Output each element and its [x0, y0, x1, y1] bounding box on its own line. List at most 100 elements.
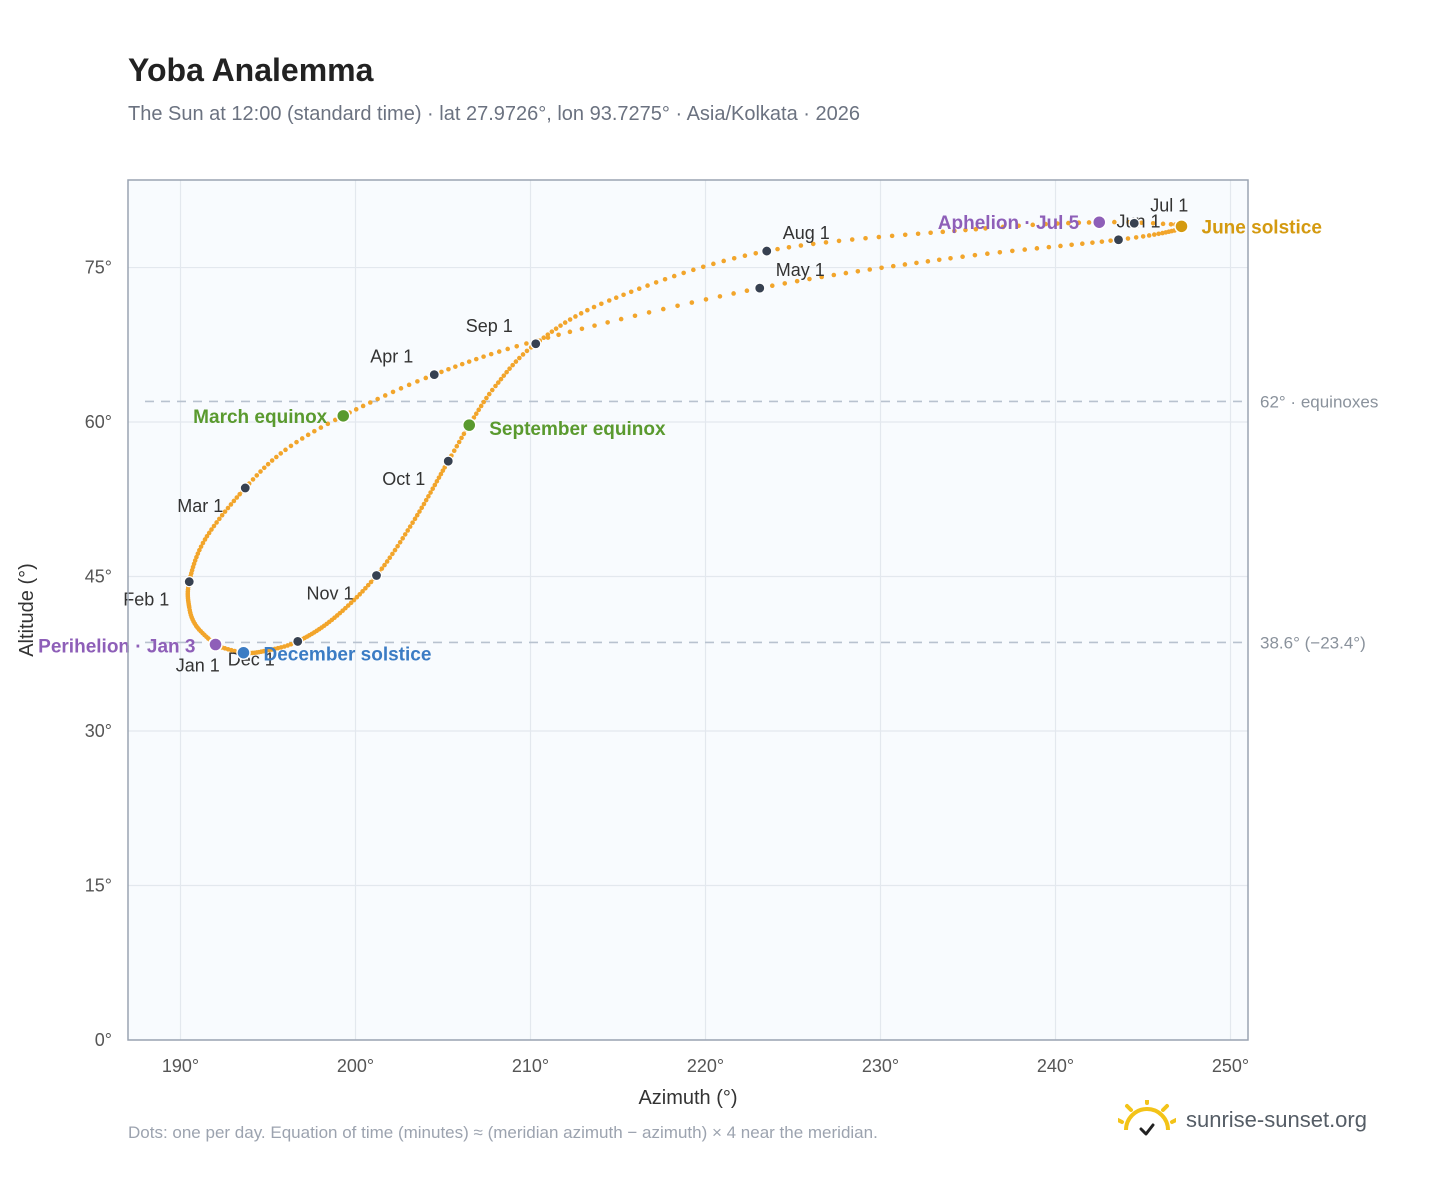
event-marker-dot [1174, 219, 1189, 234]
reference-lines: 62° · equinoxes 38.6° (−23.4°) [145, 392, 1378, 652]
month-marker-label: Sep 1 [466, 316, 513, 336]
y-axis-label: Altitude (°) [16, 563, 38, 657]
x-axis-label: Azimuth (°) [638, 1087, 737, 1109]
brand[interactable]: sunrise-sunset.org [1118, 1100, 1367, 1140]
daily-sun-dot [703, 297, 709, 302]
daily-sun-dot [889, 233, 895, 239]
daily-sun-dot [471, 415, 477, 420]
event-marker-dot [236, 645, 251, 660]
daily-sun-dot [936, 257, 942, 263]
daily-sun-dot [621, 292, 626, 298]
daily-sun-dot [305, 432, 311, 438]
daily-sun-dot [675, 303, 680, 309]
daily-sun-dot [198, 544, 204, 549]
daily-sun-dot [387, 555, 393, 561]
month-marker-dot [761, 245, 773, 257]
daily-sun-dot [973, 226, 979, 232]
daily-sun-dot [250, 477, 256, 482]
x-tick-label: 250° [1212, 1056, 1249, 1076]
daily-sun-dot [1150, 220, 1156, 226]
daily-sun-dot [504, 369, 509, 375]
daily-sun-dot [691, 267, 696, 273]
y-tick-label: 0° [95, 1030, 112, 1050]
month-marker-label: Mar 1 [177, 496, 223, 516]
daily-sun-dot [423, 497, 429, 503]
daily-sun-dot [481, 354, 486, 359]
y-tick-label: 60° [85, 412, 112, 432]
daily-sun-dot [234, 495, 240, 500]
daily-sun-dot [325, 421, 331, 427]
daily-sun-dot [1139, 220, 1144, 226]
daily-sun-dot [556, 332, 561, 338]
daily-sun-dot [573, 314, 578, 319]
daily-sun-dot [513, 359, 519, 364]
daily-sun-dot [558, 323, 563, 328]
month-marker-dot [428, 369, 440, 381]
daily-sun-dot [1046, 244, 1052, 250]
daily-sun-dot [375, 396, 380, 402]
daily-sun-dot [721, 258, 726, 264]
daily-sun-dot [1156, 231, 1161, 237]
month-marker-dot [292, 635, 304, 648]
daily-sun-dot [496, 349, 502, 354]
daily-sun-dot [843, 270, 849, 276]
month-marker-label: Nov 1 [307, 583, 354, 603]
daily-sun-dot [451, 448, 457, 454]
daily-sun-dot [879, 265, 884, 271]
daily-sun-dot [831, 272, 837, 278]
daily-sun-dot [195, 551, 201, 556]
event-label: March equinox [193, 407, 328, 428]
daily-sun-dot [717, 294, 723, 299]
daily-sun-dot [384, 559, 390, 564]
daily-sun-dot [849, 237, 855, 242]
brand-name: sunrise-sunset.org [1186, 1107, 1367, 1132]
daily-sun-dot [354, 594, 360, 600]
daily-sun-dot [405, 528, 410, 533]
daily-sun-dot [769, 283, 775, 289]
daily-sun-dot [562, 320, 568, 325]
daily-sun-dot [681, 270, 686, 276]
daily-sun-dot [438, 471, 444, 477]
daily-sun-dot [553, 326, 559, 331]
daily-sun-dot [428, 490, 433, 495]
daily-sun-dot [613, 295, 619, 301]
daily-sun-dot [700, 264, 706, 270]
daily-sun-dot [400, 536, 405, 541]
month-marker-dot [1112, 234, 1125, 246]
daily-sun-dot [278, 451, 284, 456]
x-tick-label: 220° [687, 1056, 724, 1076]
y-tick-label: 45° [85, 567, 112, 587]
daily-sun-dot [524, 348, 530, 354]
daily-sun-dot [983, 226, 988, 231]
daily-sun-dot [689, 300, 695, 305]
daily-sun-dot [423, 375, 429, 381]
daily-sun-dot [412, 516, 418, 522]
daily-sun-dot [415, 379, 420, 384]
daily-sun-dot [225, 505, 231, 511]
daily-sun-dot [231, 498, 237, 504]
daily-sun-dot [1080, 241, 1085, 247]
month-marker-label: Aug 1 [783, 223, 830, 243]
daily-sun-dot [823, 240, 829, 245]
daily-sun-dot [578, 311, 584, 316]
daily-sun-dot [406, 382, 412, 388]
daily-sun-dot [794, 278, 800, 284]
daily-sun-dot [997, 249, 1003, 255]
daily-sun-dot [660, 306, 666, 312]
daily-sun-dot [194, 554, 199, 560]
daily-sun-dot [985, 251, 990, 256]
event-marker-dot [462, 417, 477, 433]
daily-sun-dot [1010, 248, 1015, 254]
daily-sun-dot [585, 307, 590, 313]
daily-sun-dot [365, 582, 371, 588]
month-marker-dot [183, 576, 195, 588]
daily-sun-dot [744, 288, 750, 294]
month-marker-label: Feb 1 [123, 590, 169, 610]
daily-sun-dot [217, 516, 222, 522]
daily-sun-dot [731, 255, 737, 261]
daily-sun-dot [1086, 220, 1092, 225]
daily-sun-dot [798, 243, 804, 248]
daily-sun-dot [545, 332, 551, 337]
daily-sun-dot [274, 454, 279, 460]
